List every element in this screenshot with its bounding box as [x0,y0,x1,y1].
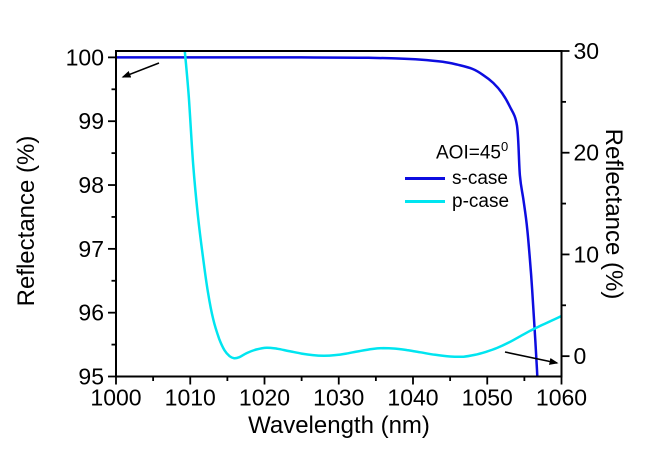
legend-item-s-case: s-case [405,167,509,190]
right-axis-title: Reflectance (%) [600,128,627,300]
x-tick-label: 1010 [165,385,216,411]
left-tick-label: 100 [66,44,104,70]
right-tick-label: 0 [574,343,587,369]
p-case-legend-label: p-case [452,190,510,212]
s-case-legend-label: s-case [452,167,508,189]
x-axis-title: Wavelength (nm) [248,412,430,439]
plot-frame [115,50,563,378]
p-case-line-swatch [405,200,445,203]
x-tick-label: 1040 [387,385,438,411]
s-case-line-swatch [405,177,445,180]
left-tick-label: 97 [78,236,104,262]
right-tick-label: 10 [574,241,600,267]
left-tick-label: 96 [78,300,104,326]
right-tick-label: 30 [574,38,600,64]
aoi-text: AOI=45 [436,142,501,164]
left-tick-label: 99 [78,108,104,134]
x-tick-label: 1050 [462,385,513,411]
x-tick-label: 1030 [313,385,364,411]
legend: AOI=450 s-case p-case [405,139,509,213]
x-tick-label: 1060 [536,385,587,411]
right-tick-label: 20 [574,140,600,166]
left-tick-label: 95 [78,364,104,390]
left-axis-title: Reflectance (%) [13,135,40,307]
x-tick-label: 1000 [90,385,141,411]
aoi-annotation: AOI=450 [436,139,509,164]
p-case-curve [183,51,562,360]
left-tick-label: 98 [78,172,104,198]
x-tick-label: 1020 [239,385,290,411]
legend-item-p-case: p-case [405,190,509,213]
s-case-curve [116,56,539,377]
axis-pointer-arrow [121,62,160,78]
axis-pointer-arrow [504,351,559,365]
aoi-superscript: 0 [500,139,509,154]
